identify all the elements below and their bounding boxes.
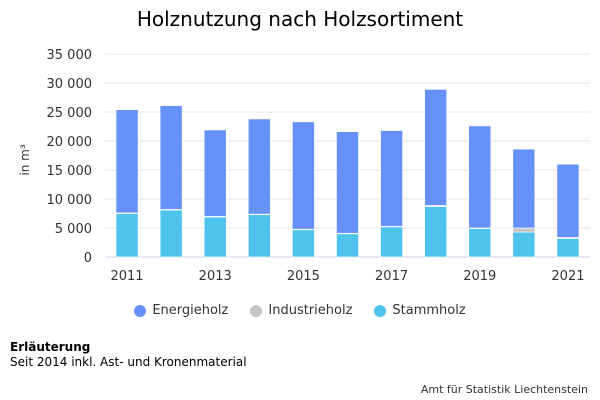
y-tick-label: 20 000 xyxy=(47,135,93,150)
bar-energieholz-2014[interactable] xyxy=(247,118,271,215)
y-tick-label: 0 xyxy=(84,251,92,266)
legend-swatch xyxy=(134,304,147,317)
bar-energieholz-2012[interactable] xyxy=(159,105,183,210)
y-axis-title: in m³ xyxy=(18,144,32,175)
bar-energieholz-2013[interactable] xyxy=(203,129,227,217)
bar-energieholz-2018[interactable] xyxy=(424,89,448,206)
legend-item-industrieholz[interactable]: Industrieholz xyxy=(250,303,352,318)
bar-stammholz-2015[interactable] xyxy=(292,229,315,258)
y-tick-label: 15 000 xyxy=(47,164,93,179)
axes: 0 5 000 10 000 15 000 20 000 25 000 30 000 35 0… xyxy=(47,48,585,284)
legend-label: Industrieholz xyxy=(268,303,353,318)
note-title: Erläuterung xyxy=(10,340,91,354)
note: Erläuterung Seit 2014 inkl. Ast- und Kro… xyxy=(10,340,247,370)
bar-stammholz-2011[interactable] xyxy=(115,213,139,258)
bar-stammholz-2013[interactable] xyxy=(203,216,227,258)
bar-stammholz-2017[interactable] xyxy=(380,226,403,258)
legend-label: Stammholz xyxy=(392,303,466,318)
bar-energieholz-2020[interactable] xyxy=(512,148,536,229)
bar-energieholz-2011[interactable] xyxy=(115,109,139,214)
bar-stammholz-2012[interactable] xyxy=(159,209,183,258)
y-tick-label: 35 000 xyxy=(47,48,93,63)
bar-stammholz-2019[interactable] xyxy=(468,228,492,258)
legend-item-energieholz[interactable]: Energieholz xyxy=(134,303,228,318)
legend-label: Energieholz xyxy=(152,303,229,318)
bar-stammholz-2016[interactable] xyxy=(336,233,359,258)
x-tick-label: 2021 xyxy=(551,269,584,284)
legend: Energieholz Industrieholz Stammholz xyxy=(0,303,600,318)
source-label: Amt für Statistik Liechtenstein xyxy=(420,383,588,396)
y-tick-label: 25 000 xyxy=(47,106,93,121)
y-tick-label: 10 000 xyxy=(47,193,93,208)
x-tick-label: 2011 xyxy=(110,269,143,284)
legend-swatch xyxy=(250,304,263,317)
bar-energieholz-2017[interactable] xyxy=(380,130,403,227)
bar-stammholz-2018[interactable] xyxy=(424,206,448,258)
x-tick-label: 2015 xyxy=(287,269,320,284)
note-text: Seit 2014 inkl. Ast- und Kronenmaterial xyxy=(10,355,247,369)
bar-stammholz-2021[interactable] xyxy=(556,238,580,258)
bars xyxy=(115,89,580,258)
bar-energieholz-2016[interactable] xyxy=(336,131,359,234)
bar-chart: 0 5 000 10 000 15 000 20 000 25 000 30 000 35 0… xyxy=(18,48,590,284)
x-tick-label: 2013 xyxy=(199,269,232,284)
y-tick-label: 30 000 xyxy=(47,77,93,92)
bar-industrieholz-2020[interactable] xyxy=(512,227,536,233)
legend-item-stammholz[interactable]: Stammholz xyxy=(374,303,466,318)
bar-energieholz-2021[interactable] xyxy=(556,163,580,238)
y-tick-label: 5 000 xyxy=(55,222,92,237)
bar-energieholz-2015[interactable] xyxy=(292,121,315,230)
x-tick-label: 2019 xyxy=(463,269,496,284)
bar-stammholz-2014[interactable] xyxy=(247,214,271,258)
chart-title: Holznutzung nach Holzsortiment xyxy=(136,7,464,31)
legend-swatch xyxy=(374,304,387,317)
x-tick-label: 2017 xyxy=(375,269,408,284)
bar-energieholz-2019[interactable] xyxy=(468,125,492,229)
bar-stammholz-2020[interactable] xyxy=(512,231,536,258)
